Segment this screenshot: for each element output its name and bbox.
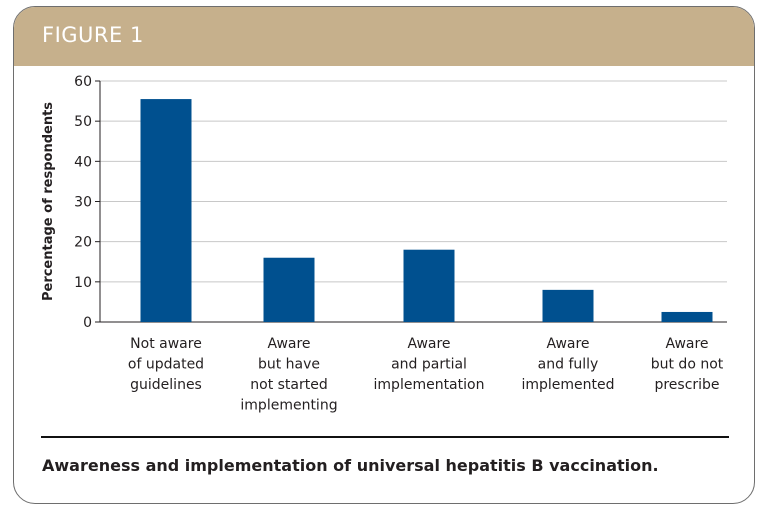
x-tick-label: prescribe <box>654 377 719 393</box>
figure-label: FIGURE 1 <box>42 23 144 47</box>
x-tick-label: and fully <box>538 357 599 373</box>
x-tick-label: implemented <box>521 377 614 393</box>
x-tick-label: of updated <box>128 357 204 373</box>
x-tick-label: Aware <box>407 336 450 352</box>
y-tick-label: 20 <box>74 235 92 251</box>
bar <box>140 99 192 322</box>
x-tick-label: Aware <box>267 336 310 352</box>
caption-divider <box>41 436 729 438</box>
x-tick-label: Aware <box>546 336 589 352</box>
x-tick-label: guidelines <box>130 377 202 393</box>
figure-header: FIGURE 1 <box>14 7 754 66</box>
x-tick-label: implementing <box>240 398 337 414</box>
bar <box>661 311 713 322</box>
figure-card: FIGURE 1 Awareness and implementation of… <box>13 6 755 504</box>
y-tick-label: 10 <box>74 275 92 291</box>
x-tick-label: Not aware <box>130 336 202 352</box>
figure-caption: Awareness and implementation of universa… <box>42 456 659 475</box>
x-tick-label: and partial <box>391 357 467 373</box>
bar <box>542 289 594 322</box>
y-tick-label: 40 <box>74 154 92 170</box>
y-tick-label: 30 <box>74 195 92 211</box>
bar <box>403 249 455 322</box>
x-tick-label: Aware <box>665 336 708 352</box>
y-tick-label: 0 <box>83 315 92 331</box>
x-tick-label: but have <box>258 357 320 373</box>
bar <box>263 257 315 322</box>
y-axis-title: Percentage of respondents <box>41 102 56 301</box>
x-tick-label: not started <box>250 377 328 393</box>
x-tick-label: but do not <box>651 357 724 373</box>
y-tick-label: 60 <box>74 74 92 90</box>
x-tick-label: implementation <box>374 377 485 393</box>
y-tick-label: 50 <box>74 114 92 130</box>
